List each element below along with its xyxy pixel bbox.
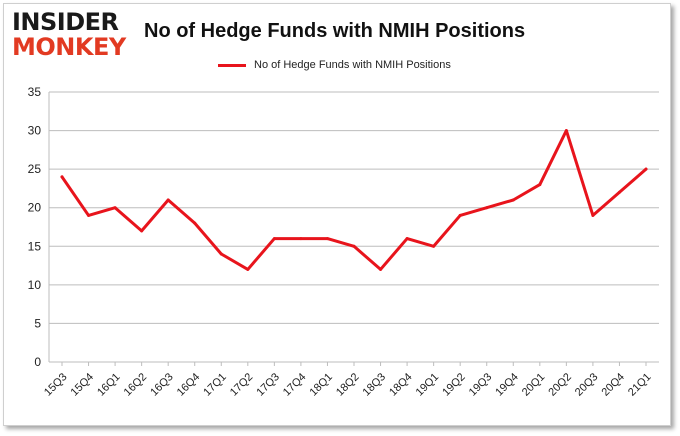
data-point bbox=[458, 213, 462, 217]
y-tick-label: 30 bbox=[28, 124, 42, 138]
legend-label: No of Hedge Funds with NMIH Positions bbox=[254, 59, 451, 71]
data-point bbox=[379, 267, 383, 271]
data-point bbox=[193, 221, 197, 225]
x-tick-label: 16Q3 bbox=[148, 371, 176, 399]
data-point bbox=[246, 267, 250, 271]
data-point bbox=[644, 167, 648, 171]
x-tick-label: 17Q1 bbox=[201, 371, 229, 399]
y-tick-label: 35 bbox=[28, 85, 42, 99]
data-point bbox=[87, 213, 91, 217]
data-point bbox=[272, 237, 276, 241]
y-tick-label: 0 bbox=[34, 355, 41, 369]
x-tick-label: 15Q3 bbox=[42, 371, 70, 399]
data-point bbox=[485, 206, 489, 210]
data-point bbox=[352, 244, 356, 248]
x-tick-label: 19Q2 bbox=[440, 371, 468, 399]
data-point bbox=[113, 206, 117, 210]
y-tick-label: 20 bbox=[28, 201, 42, 215]
x-tick-label: 17Q2 bbox=[228, 371, 256, 399]
x-tick-label: 17Q4 bbox=[281, 371, 309, 399]
x-tick-label: 18Q3 bbox=[361, 371, 389, 399]
x-tick-label: 20Q4 bbox=[599, 371, 627, 399]
data-point bbox=[564, 129, 568, 133]
x-tick-label: 17Q3 bbox=[254, 371, 282, 399]
x-tick-label: 18Q4 bbox=[387, 371, 415, 399]
x-tick-label: 20Q2 bbox=[546, 371, 574, 399]
data-point bbox=[325, 237, 329, 241]
x-tick-label: 15Q4 bbox=[69, 371, 97, 399]
y-tick-label: 5 bbox=[34, 316, 41, 330]
x-tick-label: 16Q4 bbox=[175, 371, 203, 399]
data-point bbox=[219, 252, 223, 256]
x-tick-label: 18Q2 bbox=[334, 371, 362, 399]
x-tick-label: 16Q2 bbox=[122, 371, 150, 399]
y-tick-label: 10 bbox=[28, 278, 42, 292]
x-tick-label: 19Q4 bbox=[493, 371, 521, 399]
x-tick-label: 21Q1 bbox=[626, 371, 654, 399]
data-point bbox=[432, 244, 436, 248]
chart-frame: INSIDER MONKEY No of Hedge Funds with NM… bbox=[3, 3, 671, 426]
y-tick-label: 25 bbox=[28, 162, 42, 176]
chart-legend: No of Hedge Funds with NMIH Positions bbox=[218, 59, 451, 71]
data-point bbox=[140, 229, 144, 233]
data-point bbox=[405, 237, 409, 241]
x-tick-label: 18Q1 bbox=[307, 371, 335, 399]
x-tick-label: 16Q1 bbox=[95, 371, 123, 399]
data-point bbox=[511, 198, 515, 202]
logo-line-2: MONKEY bbox=[12, 33, 126, 61]
data-point bbox=[166, 198, 170, 202]
data-point bbox=[538, 183, 542, 187]
data-point bbox=[299, 237, 303, 241]
x-tick-label: 20Q3 bbox=[573, 371, 601, 399]
logo-line-1: INSIDER bbox=[12, 8, 119, 36]
data-point bbox=[617, 190, 621, 194]
legend-swatch bbox=[218, 63, 246, 67]
x-tick-label: 20Q1 bbox=[520, 371, 548, 399]
insider-monkey-logo: INSIDER MONKEY bbox=[12, 10, 126, 59]
data-point bbox=[591, 213, 595, 217]
data-point bbox=[60, 175, 64, 179]
chart-title: No of Hedge Funds with NMIH Positions bbox=[144, 20, 526, 42]
y-tick-label: 15 bbox=[28, 239, 42, 253]
x-tick-label: 19Q1 bbox=[414, 371, 442, 399]
series-line bbox=[60, 129, 648, 271]
x-tick-label: 19Q3 bbox=[467, 371, 495, 399]
